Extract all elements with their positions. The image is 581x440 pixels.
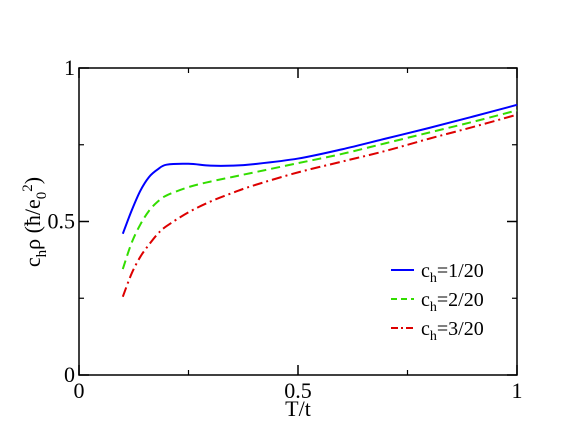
y-tick-label: 0.5 [48, 209, 76, 234]
x-tick-label: 0 [74, 378, 85, 403]
svg-text:chρ (ħ/e02): chρ (ħ/e02) [20, 177, 50, 267]
y-tick-label: 0 [64, 362, 75, 387]
legend-label: ch=1/20 [421, 260, 484, 286]
legend-label: ch=3/20 [421, 318, 484, 344]
legend: ch=1/20 ch=2/20 ch=3/20 [391, 260, 484, 344]
x-tick-label: 0.5 [284, 378, 312, 403]
y-axis-label: chρ (ħ/e02) [20, 177, 50, 267]
x-axis-label: T/t [285, 396, 311, 421]
series-lines [121, 103, 518, 298]
tick-marks [78, 67, 518, 376]
tick-labels: 0 0.5 1 0 0.5 1 [48, 55, 523, 403]
series-line-3 [121, 113, 518, 298]
legend-label: ch=2/20 [421, 289, 484, 315]
series-line-1 [121, 103, 518, 235]
x-tick-label: 1 [512, 378, 523, 403]
series-line-2 [121, 109, 518, 270]
y-tick-label: 1 [64, 55, 75, 80]
